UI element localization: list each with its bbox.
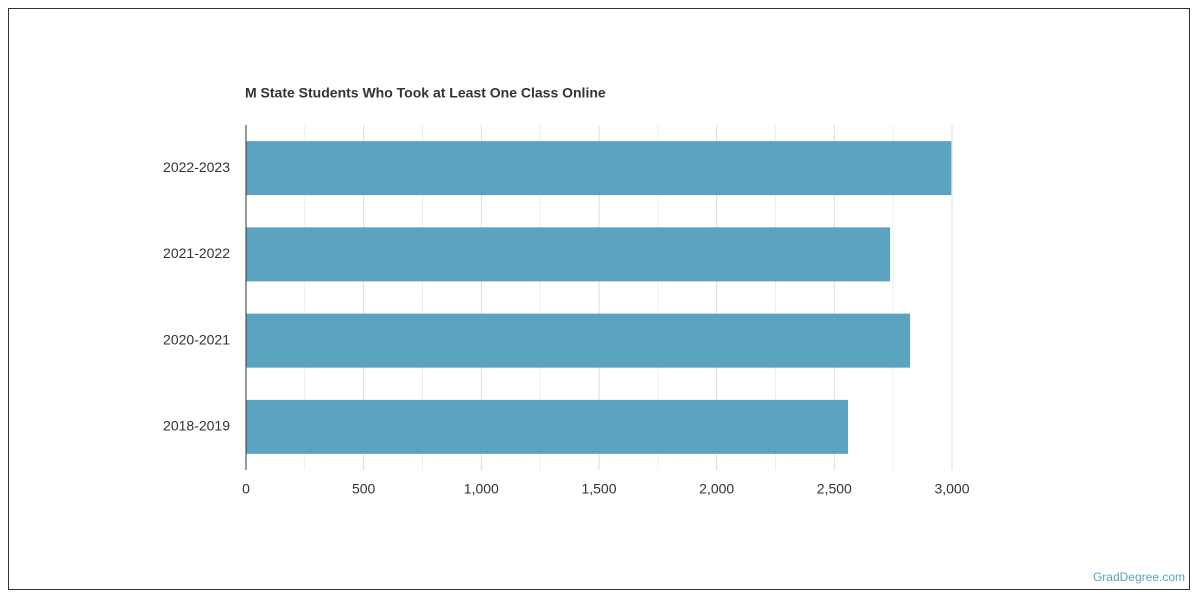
y-tick-label: 2021-2022 bbox=[163, 245, 230, 261]
bar bbox=[246, 141, 952, 196]
x-tick-label: 2,500 bbox=[817, 481, 852, 497]
x-tick-label: 3,000 bbox=[934, 481, 969, 497]
bar bbox=[246, 313, 911, 368]
bar bbox=[246, 399, 848, 454]
chart-title: M State Students Who Took at Least One C… bbox=[245, 85, 606, 101]
source-link[interactable]: GradDegree.com bbox=[1093, 570, 1185, 584]
x-tick-label: 500 bbox=[352, 481, 376, 497]
y-tick-label: 2018-2019 bbox=[163, 418, 230, 434]
y-tick-label: 2022-2023 bbox=[163, 159, 230, 175]
x-tick-label: 1,500 bbox=[581, 481, 616, 497]
bar bbox=[246, 227, 891, 282]
x-tick-label: 1,000 bbox=[464, 481, 499, 497]
y-tick-label: 2020-2021 bbox=[163, 331, 230, 347]
x-tick-label: 0 bbox=[242, 481, 250, 497]
x-tick-label: 2,000 bbox=[699, 481, 734, 497]
